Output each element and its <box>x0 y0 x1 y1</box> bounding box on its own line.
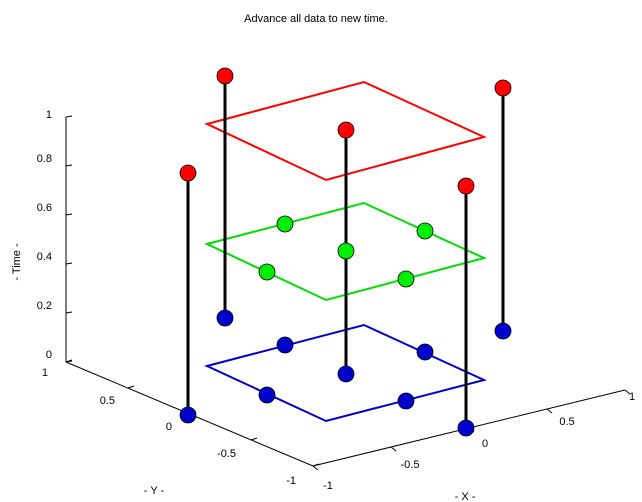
y-tick-label: 0.5 <box>100 395 115 407</box>
red-marker <box>494 79 512 97</box>
z-tick-mark <box>65 115 73 118</box>
y-tick-mark <box>250 437 258 441</box>
blue-marker <box>397 392 415 410</box>
z-tick-mark <box>65 164 73 167</box>
y-tick-label: -0.5 <box>217 448 236 460</box>
x-tick-label: 0 <box>482 438 488 450</box>
x-tick-mark <box>312 465 319 471</box>
blue-plane <box>204 323 487 423</box>
z-tick-label: 0.2 <box>37 300 52 312</box>
blue-marker <box>179 406 197 424</box>
red-plane <box>204 80 487 182</box>
y-tick-mark <box>65 359 73 363</box>
green-markers <box>258 215 434 288</box>
green-marker <box>397 270 415 288</box>
blue-marker <box>258 386 276 404</box>
red-marker <box>179 164 197 182</box>
y-tick-mark <box>127 385 135 389</box>
z-tick-mark <box>65 311 73 314</box>
z-tick-label: 0 <box>46 349 52 361</box>
x-tick-label: -1 <box>323 480 333 492</box>
x-tick-label: 1 <box>629 391 635 403</box>
x-tick-mark <box>546 408 553 414</box>
z-tick-label: 1 <box>46 109 52 121</box>
green-marker <box>337 242 355 260</box>
y-tick-label: -1 <box>286 475 296 487</box>
z-ticks: 0 0.2 0.4 0.6 0.8 1 <box>37 109 73 363</box>
green-marker <box>258 263 276 281</box>
blue-marker <box>457 419 475 437</box>
y-tick-label: 1 <box>42 367 48 379</box>
blue-markers <box>179 309 512 437</box>
z-tick-label: 0.4 <box>37 251 52 263</box>
red-markers <box>179 67 512 195</box>
x-tick-mark <box>624 389 631 395</box>
green-marker <box>416 222 434 240</box>
blue-marker <box>276 336 294 354</box>
x-tick-label: 0.5 <box>559 416 574 428</box>
x-ticks: -1 -0.5 0 0.5 1 <box>312 389 635 492</box>
blue-marker <box>337 365 355 383</box>
blue-marker <box>216 309 234 327</box>
red-marker <box>457 177 475 195</box>
z-tick-label: 0.8 <box>37 153 52 165</box>
red-marker <box>337 121 355 139</box>
z-tick-mark <box>65 213 73 216</box>
y-tick-label: 0 <box>166 421 172 433</box>
y-ticks: 1 0.5 0 -0.5 -1 <box>42 359 320 487</box>
green-marker <box>276 215 294 233</box>
y-axis-label: - Y - <box>144 485 165 497</box>
x-tick-label: -0.5 <box>401 459 420 471</box>
green-plane <box>204 201 487 302</box>
x-tick-mark <box>390 446 397 452</box>
blue-marker <box>494 322 512 340</box>
z-axis-label: - Time - <box>11 243 23 281</box>
y-tick-mark <box>312 463 320 467</box>
stems <box>186 76 505 428</box>
blue-marker <box>416 343 434 361</box>
z-tick-mark <box>65 262 73 265</box>
figure-title: Advance all data to new time. <box>244 13 388 25</box>
x-axis-label: - X - <box>455 491 476 502</box>
z-tick-label: 0.6 <box>37 202 52 214</box>
red-marker <box>216 67 234 85</box>
